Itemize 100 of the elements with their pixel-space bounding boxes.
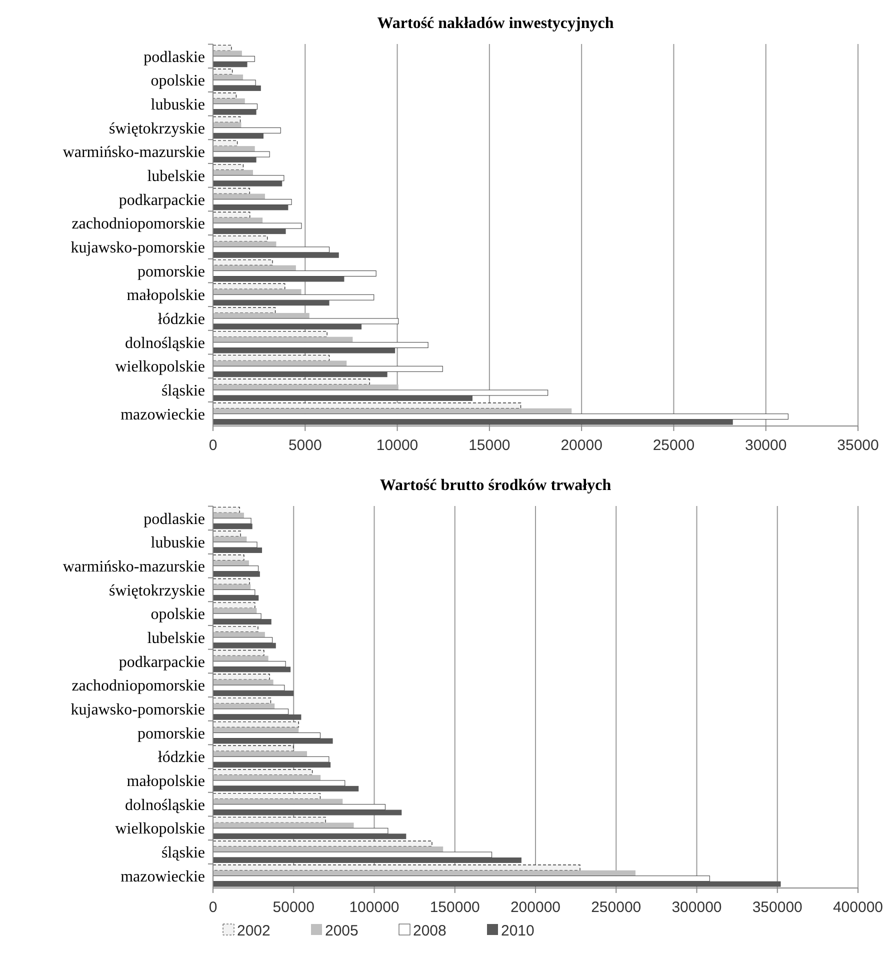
x-tick-label: 5000 [288,437,322,454]
bar [212,92,237,99]
bar [213,738,333,744]
bar [213,571,260,577]
y-tick-label: śląskie [161,382,205,400]
bar [213,774,321,780]
bar [213,336,353,342]
bar [212,684,285,691]
legend-label: 2008 [413,922,446,940]
bar [212,390,548,396]
y-tick-label: warmińsko-mazurskie [62,558,205,576]
bar [212,414,788,420]
bar [213,157,256,163]
bar [212,554,244,561]
bar [213,300,330,306]
bar [212,164,244,170]
x-tick-label: 300000 [672,899,722,916]
x-tick-label: 0 [208,899,218,916]
bar [213,666,291,672]
bar [212,307,276,314]
bar [213,608,257,614]
legend-label: 2010 [501,922,534,940]
bar [212,222,302,229]
bar [212,175,284,182]
bar [212,236,268,242]
bar [212,542,258,548]
bar [212,816,326,824]
bar [213,798,343,804]
y-tick-label: opolskie [150,72,205,90]
y-tick-label: pomorskie [137,725,205,742]
bar [212,104,258,110]
bar [212,756,330,762]
bar [213,762,331,768]
bar [212,246,330,253]
bar [213,584,251,590]
bar [212,602,256,608]
y-tick-label: dolnośląskie [125,796,205,814]
y-tick-label: śląskie [161,844,205,862]
y-tick-label: lubelskie [147,630,205,647]
bar [213,372,388,378]
bar [213,218,263,224]
bar [212,518,252,524]
chart-title: Wartość nakładów inwestycyjnych [377,15,614,32]
bar [212,378,370,385]
bar [212,198,292,205]
x-tick-label: 15000 [468,437,510,454]
bar [212,660,286,667]
bar [213,180,282,186]
bar [212,116,241,123]
bar [212,366,443,372]
y-tick-label: podkarpackie [118,654,205,671]
x-tick-label: 150000 [430,899,480,916]
y-tick-label: świętokrzyskie [109,582,205,600]
bar [213,194,265,200]
bar [213,50,242,56]
bar [213,98,245,104]
bar [212,650,264,656]
bar [212,56,255,62]
bar [212,864,580,871]
x-tick-label: 20000 [560,437,602,454]
bar [212,151,270,158]
y-tick-label: zachodniopomorskie [72,216,205,233]
y-tick-label: pomorskie [137,263,205,280]
bar [212,402,522,409]
bar [212,589,256,596]
y-tick-label: wielkopolskie [115,820,205,838]
y-tick-label: kujawsko-pomorskie [70,702,205,719]
bar [212,330,328,338]
y-tick-label: kujawsko-pomorskie [70,240,205,257]
bar [212,637,273,644]
x-tick-label: 400000 [832,899,884,916]
bar [213,122,242,128]
bar [212,732,320,738]
bar [213,786,359,792]
x-tick-label: 25000 [652,437,695,454]
bar [212,876,710,882]
bar [213,348,396,354]
y-tick-label: wielkopolskie [115,358,205,376]
x-tick-label: 35000 [837,437,879,454]
bar [212,44,232,52]
y-tick-label: mazowieckie [120,406,205,424]
chart-title: Wartość brutto środków trwałych [380,477,612,494]
bar [213,109,256,115]
bar [212,127,281,134]
bar [213,289,302,295]
bar [213,632,265,638]
bar [213,524,252,530]
bar [213,74,244,80]
bar [212,674,270,680]
bar [213,834,406,840]
bar [213,822,354,828]
y-tick-label: lubuskie [150,96,205,114]
bar [212,212,250,218]
x-tick-label: 100000 [349,899,400,916]
bar [212,792,321,800]
bar [213,810,402,816]
bar [212,506,240,514]
bar [213,560,249,566]
bar [213,276,344,282]
bar [213,547,262,553]
